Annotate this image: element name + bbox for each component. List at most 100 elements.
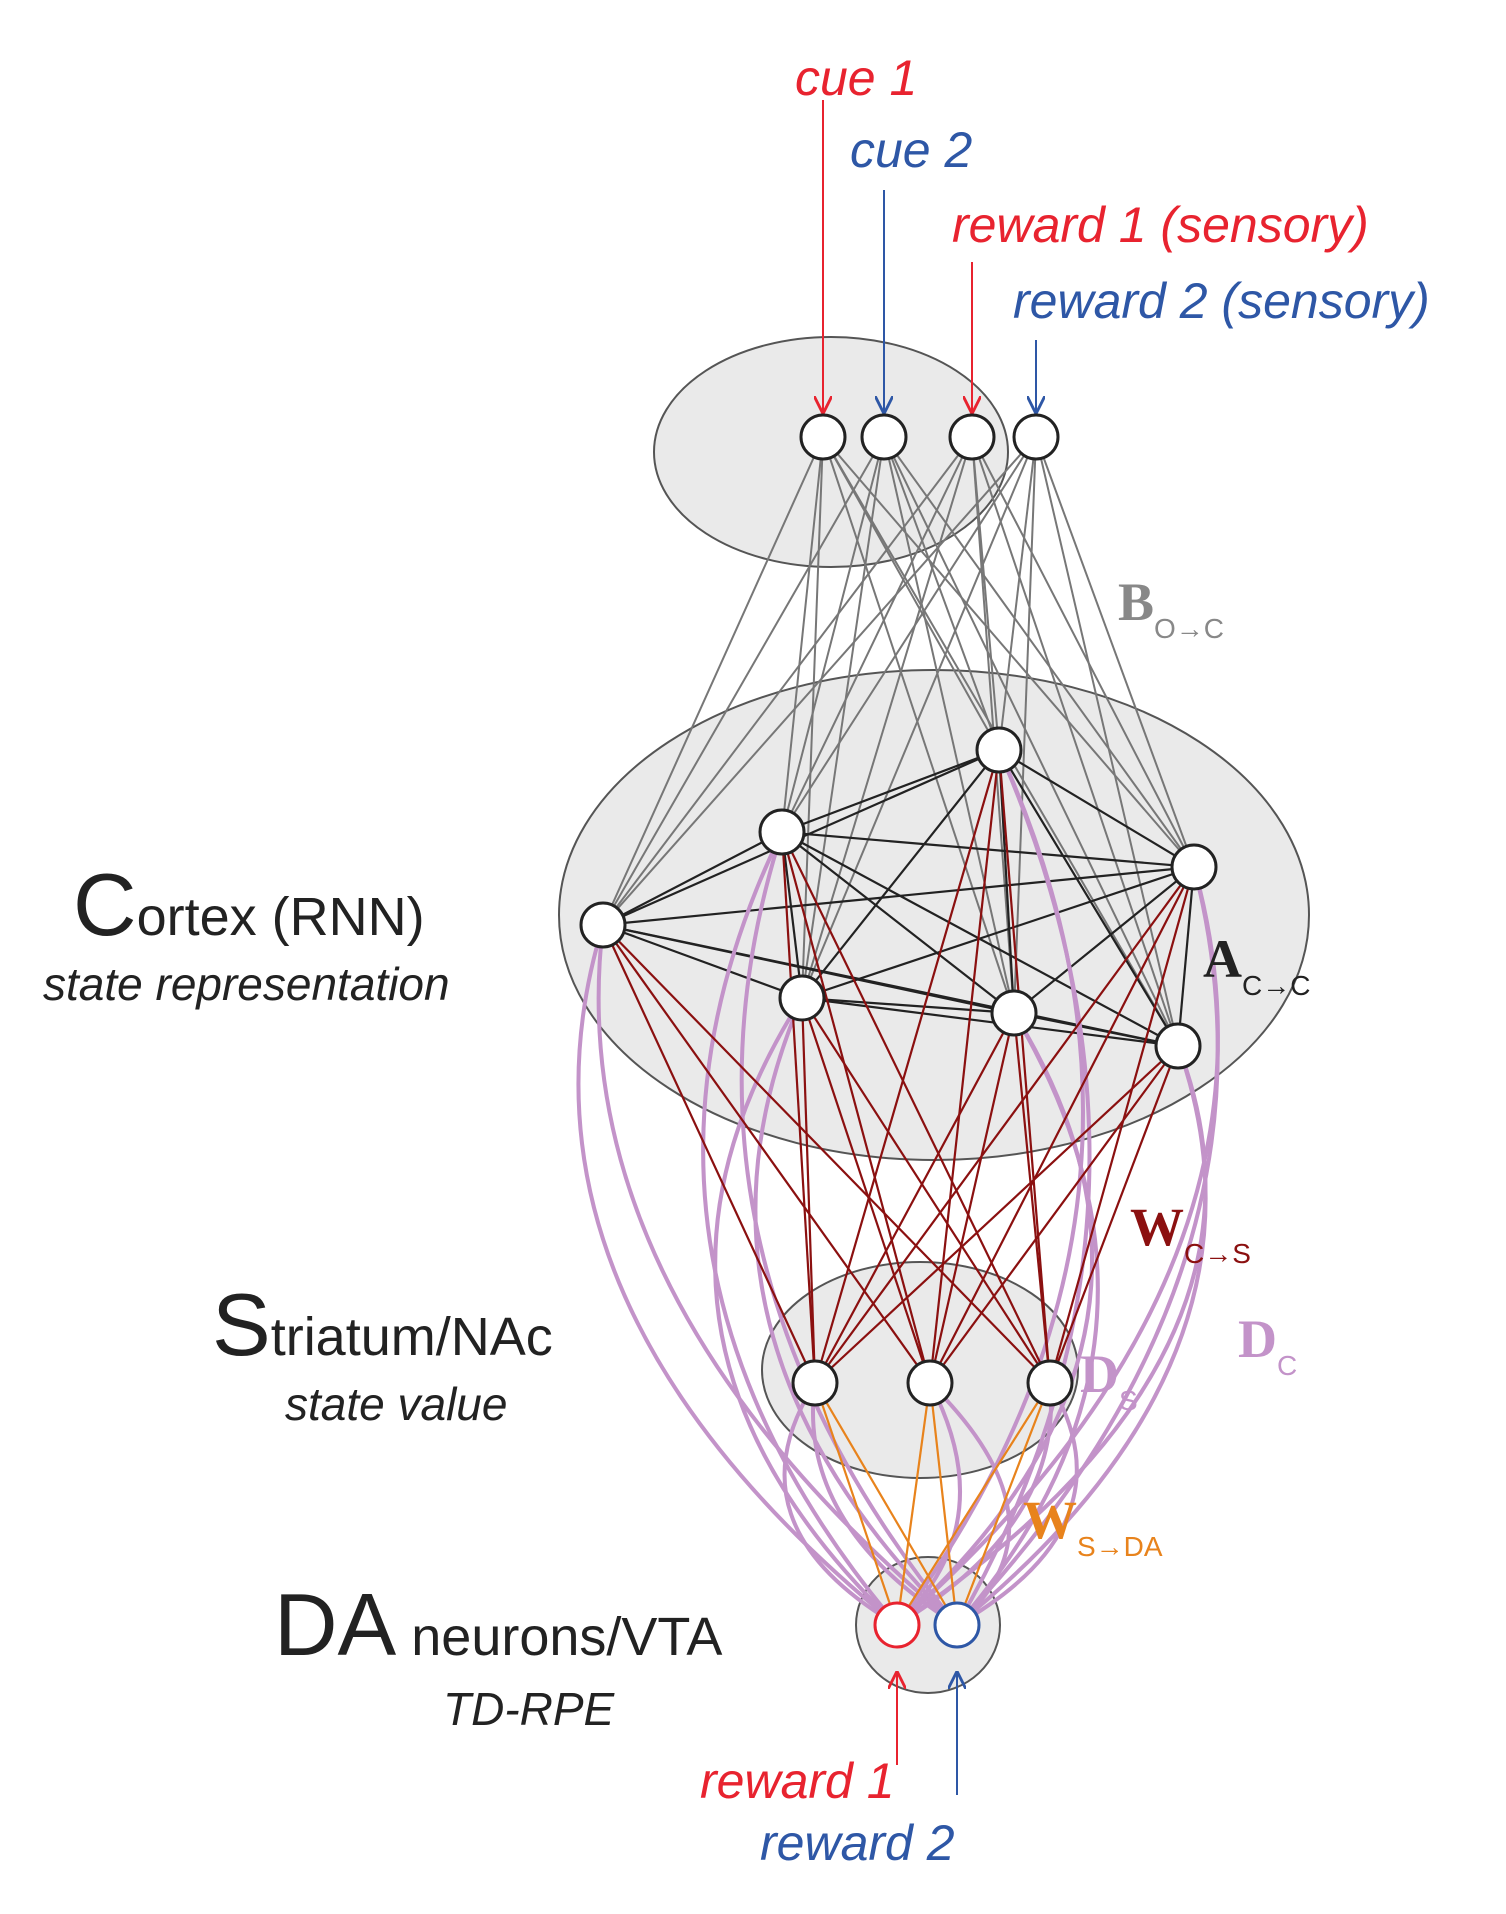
weight-WCS-label: WC→S	[1130, 1197, 1251, 1269]
DC-connection	[955, 1045, 1208, 1627]
striatum-to-da-connections	[813, 1382, 1052, 1626]
input-neuron	[1012, 413, 1060, 461]
weight-DC-label: DC	[1238, 1309, 1297, 1381]
B-connection	[602, 436, 885, 926]
WCS-connection	[800, 997, 932, 1384]
WCS-connection	[813, 749, 1001, 1384]
B-connection	[883, 436, 1015, 1014]
weight-WSDA-label: WS→DA	[1023, 1490, 1163, 1562]
da-neuron-reward2	[933, 1601, 981, 1649]
reward2-output-label: reward 2	[760, 1815, 955, 1871]
A-connection	[780, 831, 804, 999]
WSDA-connection	[895, 1382, 932, 1626]
WSDA-connection	[955, 1382, 1052, 1626]
input-neuron	[799, 413, 847, 461]
WCS-connection	[801, 997, 1051, 1384]
neuron-nodes	[579, 413, 1218, 1649]
reward1-sensory-label: reward 1 (sensory)	[952, 197, 1369, 253]
A-connection	[1013, 866, 1195, 1014]
reward1-output-label: reward 1	[700, 1753, 895, 1809]
WCS-connection	[780, 831, 817, 1384]
WCS-connection	[781, 831, 1051, 1384]
da-subtitle: TD-RPE	[443, 1683, 616, 1735]
WCS-connection	[1012, 1012, 1052, 1384]
WCS-connection	[1048, 866, 1196, 1384]
A-connection	[781, 831, 1015, 1014]
WCS-connection	[602, 924, 816, 1384]
A-connection	[1013, 1011, 1179, 1048]
input-to-cortex-connections	[602, 436, 1195, 1047]
B-connection	[801, 436, 973, 999]
DS-connection	[811, 1382, 959, 1627]
cue1-label: cue 1	[795, 50, 917, 106]
A-connection	[801, 865, 1195, 1000]
cortex-neuron	[1154, 1022, 1202, 1070]
input-arrows	[823, 100, 1036, 1795]
WCS-connection	[929, 1045, 1179, 1384]
A-connection	[602, 923, 803, 1000]
striatum-neuron	[906, 1359, 954, 1407]
WCS-connection	[997, 749, 1052, 1384]
input-neuron	[948, 413, 996, 461]
da-to-striatum-connections	[782, 1381, 1079, 1627]
input-neuron	[860, 413, 908, 461]
cortex-to-striatum-connections	[602, 749, 1196, 1384]
weight-A-label: AC→C	[1203, 929, 1310, 1001]
WCS-connection	[800, 997, 817, 1384]
WSDA-connection	[813, 1382, 899, 1626]
cortex-neuron	[579, 901, 627, 949]
B-connection	[781, 436, 885, 833]
B-connection	[1035, 436, 1195, 868]
A-connection	[801, 996, 1015, 1015]
B-connection	[822, 436, 1015, 1014]
B-connection	[822, 436, 1195, 868]
B-connection	[883, 436, 1195, 868]
B-connection	[971, 436, 1015, 1014]
DC-connection	[701, 831, 899, 1627]
cortex-title: Cortex (RNN)	[73, 855, 425, 954]
B-connection	[998, 436, 1037, 751]
DC-connection	[753, 997, 959, 1627]
striatum-subtitle: state value	[285, 1378, 507, 1430]
WCS-connection	[1048, 1045, 1180, 1384]
striatum-neuron	[791, 1359, 839, 1407]
da-title: DA neurons/VTA	[274, 1575, 722, 1674]
A-connection	[801, 749, 1000, 999]
cortex-subtitle: state representation	[43, 958, 450, 1010]
DC-connection	[955, 866, 1220, 1627]
WCS-connection	[928, 749, 1001, 1384]
B-connection	[781, 436, 973, 833]
WCS-connection	[814, 1045, 1179, 1384]
cortex-recurrent-connections	[602, 748, 1196, 1048]
DS-connection	[895, 1382, 1053, 1627]
B-connection	[781, 436, 824, 833]
cortex-neuron	[975, 726, 1023, 774]
weight-B-label: BO→C	[1118, 572, 1224, 644]
B-connection	[602, 436, 1037, 926]
DC-connection	[739, 831, 959, 1627]
DS-connection	[956, 1381, 1079, 1627]
DS-connection	[782, 1381, 899, 1627]
A-connection	[602, 865, 1195, 927]
da-neuron-reward1	[873, 1601, 921, 1649]
striatum-neuron	[1026, 1359, 1074, 1407]
A-connection	[998, 749, 1195, 868]
WSDA-connection	[928, 1382, 959, 1626]
A-connection	[602, 831, 783, 926]
WCS-connection	[780, 831, 932, 1384]
WCS-connection	[929, 866, 1195, 1384]
A-connection	[781, 748, 1000, 834]
B-connection	[781, 436, 1037, 833]
DS-connection	[928, 1381, 1012, 1627]
B-connection	[883, 436, 1000, 751]
WSDA-connection	[814, 1382, 958, 1626]
B-connection	[1013, 436, 1037, 1014]
WCS-connection	[814, 1012, 1015, 1384]
B-connection	[801, 436, 1037, 999]
DC-connection	[955, 1011, 1100, 1627]
cue2-label: cue 2	[850, 122, 973, 178]
DC-connection	[576, 924, 899, 1627]
cortex-neuron	[1170, 843, 1218, 891]
WSDA-connection	[896, 1382, 1051, 1626]
